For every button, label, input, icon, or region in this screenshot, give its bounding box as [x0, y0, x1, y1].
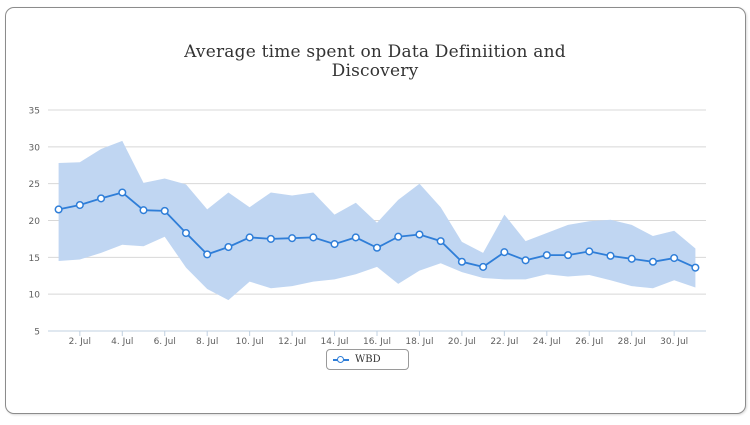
range-area: [58, 140, 696, 301]
y-tick-label: 15: [29, 254, 40, 264]
x-tick-label: 6. Jul: [154, 337, 176, 347]
data-point: [691, 263, 700, 272]
data-point: [330, 240, 339, 249]
x-tick-label: 8. Jul: [196, 337, 218, 347]
data-point: [648, 257, 657, 266]
y-tick-label: 25: [29, 180, 40, 190]
data-point: [54, 205, 63, 214]
data-point: [670, 254, 679, 263]
data-point: [181, 228, 191, 238]
data-point: [351, 233, 360, 242]
x-tick-label: 30. Jul: [660, 337, 688, 347]
data-point: [266, 234, 275, 243]
data-point: [394, 232, 403, 241]
data-point: [563, 251, 573, 260]
data-point: [288, 234, 297, 243]
data-point: [457, 257, 466, 266]
legend-label-wbd: WBD: [355, 354, 381, 365]
data-point: [521, 256, 530, 265]
data-point: [245, 233, 254, 242]
y-tick-label: 10: [29, 291, 41, 301]
data-point: [97, 194, 106, 203]
legend[interactable]: WBD: [326, 349, 409, 370]
x-tick-label: 20. Jul: [448, 337, 476, 347]
data-point: [415, 230, 424, 239]
x-tick-label: 18. Jul: [405, 337, 433, 347]
data-point: [479, 262, 488, 271]
chart-title: Average time spent on Data Definiition a…: [0, 43, 750, 81]
y-tick-label: 30: [29, 143, 41, 153]
y-tick-label: 35: [29, 107, 40, 117]
x-tick-label: 22. Jul: [490, 337, 518, 347]
y-tick-label: 5: [34, 328, 40, 338]
data-point: [436, 237, 445, 246]
x-tick-label: 16. Jul: [363, 337, 391, 347]
data-point: [585, 247, 594, 256]
x-tick-label: 10. Jul: [236, 337, 264, 347]
x-tick-label: 14. Jul: [321, 337, 349, 347]
data-point: [203, 250, 212, 259]
y-tick-label: 20: [29, 217, 41, 227]
x-tick-label: 4. Jul: [111, 337, 133, 347]
data-point: [139, 206, 148, 215]
data-point: [372, 243, 382, 252]
x-tick-label: 2. Jul: [69, 337, 91, 347]
x-tick-label: 12. Jul: [278, 337, 306, 347]
data-point: [500, 248, 509, 257]
x-tick-label: 28. Jul: [618, 337, 646, 347]
data-point: [606, 251, 615, 260]
legend-marker-icon: [333, 355, 349, 365]
x-tick-label: 24. Jul: [533, 337, 561, 347]
data-point: [224, 242, 233, 252]
data-point: [75, 200, 84, 210]
data-point: [118, 188, 127, 197]
chart-title-line-1: Average time spent on Data Definiition a…: [184, 42, 566, 62]
data-point: [627, 254, 636, 263]
chart-title-line-2: Discovery: [331, 61, 419, 81]
x-tick-label: 26. Jul: [575, 337, 603, 347]
data-point: [160, 206, 169, 215]
data-point: [309, 233, 318, 242]
data-point: [542, 251, 551, 260]
